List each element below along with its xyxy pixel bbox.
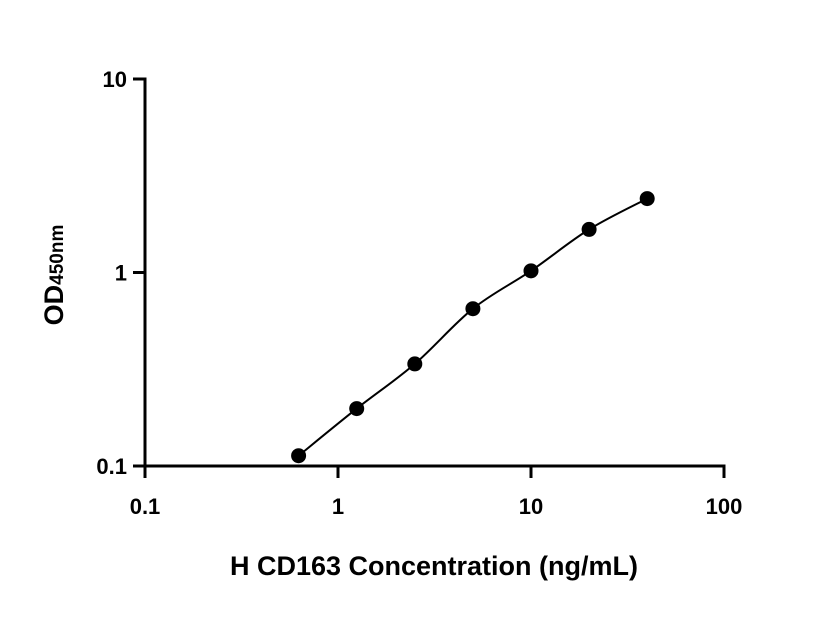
x-tick-label: 100 xyxy=(706,494,743,519)
plot-area xyxy=(291,191,655,464)
data-point xyxy=(639,191,655,207)
x-tick-label: 10 xyxy=(519,494,543,519)
x-tick-label: 1 xyxy=(332,494,344,519)
data-point xyxy=(349,401,365,417)
y-tick-label: 10 xyxy=(103,67,127,92)
data-point xyxy=(465,301,481,317)
y-axis: 0.1 1 10 OD450nm xyxy=(39,67,147,479)
y-ticks: 0.1 1 10 xyxy=(96,67,145,479)
fit-curve xyxy=(297,197,648,457)
data-point xyxy=(523,263,539,279)
x-axis-title: H CD163 Concentration (ng/mL) xyxy=(230,551,638,581)
data-point xyxy=(581,221,597,237)
y-tick-label: 1 xyxy=(115,261,127,286)
y-tick-label: 0.1 xyxy=(96,454,127,479)
x-tick-label: 0.1 xyxy=(130,494,161,519)
data-point xyxy=(291,448,307,464)
y-axis-title-main: OD xyxy=(39,285,69,326)
data-point xyxy=(407,356,423,372)
y-axis-title-sub: 450nm xyxy=(47,225,68,285)
x-axis: 0.1 1 10 100 H CD163 Concentration (ng/mL) xyxy=(130,464,743,581)
y-axis-title: OD450nm xyxy=(39,225,69,326)
x-ticks: 0.1 1 10 100 xyxy=(130,466,743,519)
